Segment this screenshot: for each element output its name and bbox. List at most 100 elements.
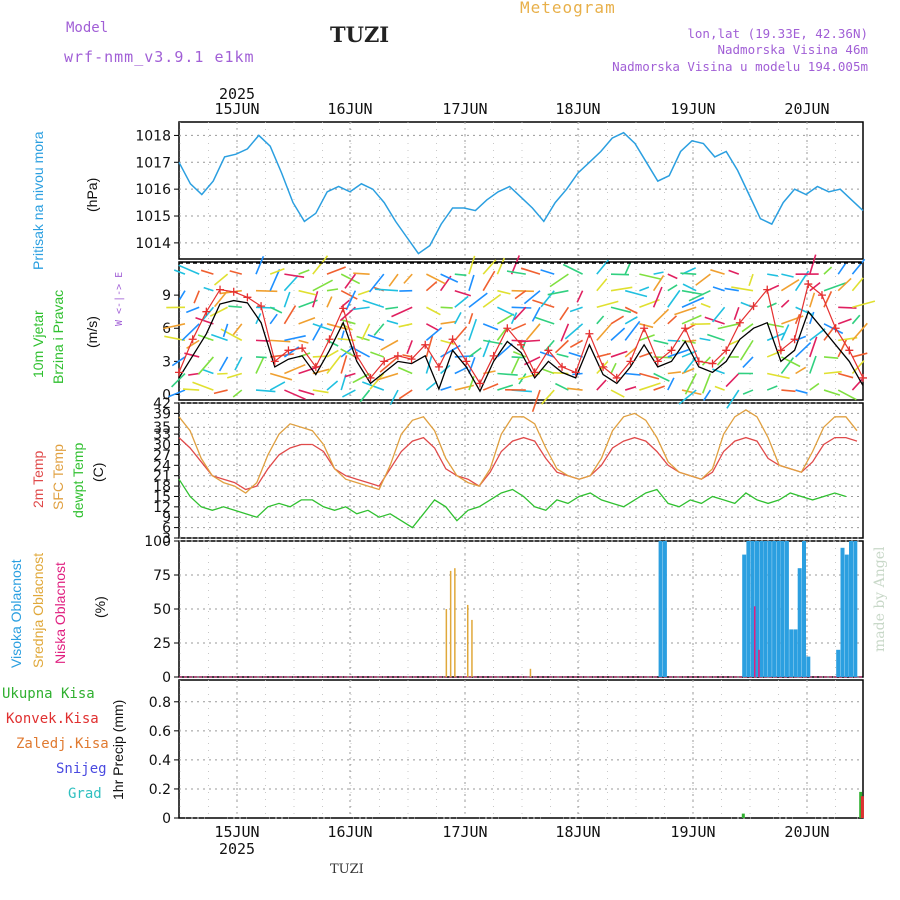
wind-barb xyxy=(312,368,330,375)
gust-marker xyxy=(462,357,471,366)
wind-barb xyxy=(186,306,200,314)
wind-barb xyxy=(397,366,413,375)
high-cloud-bar xyxy=(797,568,802,677)
panel-frame xyxy=(178,679,864,819)
wind-barb xyxy=(182,388,200,391)
high-cloud-bar xyxy=(784,541,789,677)
precip-legend-hail: Grad xyxy=(68,786,102,802)
wind-barb xyxy=(837,277,852,292)
wind-barb xyxy=(440,320,457,325)
wind-barb xyxy=(468,274,475,291)
wind-barb xyxy=(298,317,316,325)
wind-barb xyxy=(269,372,293,381)
x-tick-label-top: 20JUN xyxy=(784,100,829,118)
precip-legend-conv: Konvek.Kisa xyxy=(6,711,99,727)
wind-barb xyxy=(684,373,697,395)
wind-barb xyxy=(564,323,584,340)
wind-barb xyxy=(795,342,812,358)
wind-barb xyxy=(440,385,452,391)
wind-barb xyxy=(344,372,356,378)
wind-barb xyxy=(326,323,348,331)
wind-barb xyxy=(596,278,608,292)
wind-barb xyxy=(213,389,228,395)
wind-barb xyxy=(345,290,357,311)
y-tick-label: 33 xyxy=(153,427,171,443)
wind-barb xyxy=(510,356,521,374)
wind-barb xyxy=(742,389,754,395)
gust-marker xyxy=(599,362,608,371)
gust-marker xyxy=(434,362,443,371)
gust-marker xyxy=(845,346,854,355)
year-label-bottom: 2025 xyxy=(219,840,255,858)
wind-barb xyxy=(425,335,434,358)
wind-barb xyxy=(534,316,555,325)
wind-barb xyxy=(624,346,638,358)
x-tick-label-top: 18JUN xyxy=(555,100,600,118)
wind-barb xyxy=(639,286,650,292)
wind-barb xyxy=(823,282,847,292)
wind-barb xyxy=(518,339,541,343)
wind-barb xyxy=(209,306,228,317)
wind-barb xyxy=(596,323,612,341)
wind-barb xyxy=(823,266,833,275)
panel-frame xyxy=(178,121,864,260)
gust-marker xyxy=(421,340,430,349)
wind-barb xyxy=(837,372,854,379)
wind-barb xyxy=(402,354,413,358)
wind-barb xyxy=(213,273,229,286)
wind-barb xyxy=(232,389,243,398)
wind-barb xyxy=(193,290,200,304)
gust-marker xyxy=(612,373,621,382)
wind-barb xyxy=(837,318,852,325)
wind-barb xyxy=(181,323,200,341)
gust-marker xyxy=(626,357,635,366)
model-elevation-label: Nadmorska Visina u modelu 194.005m xyxy=(612,59,868,74)
wind-barb xyxy=(496,257,506,275)
wind-barb xyxy=(269,268,285,275)
y-tick-label: 75 xyxy=(153,568,171,584)
wind-barb xyxy=(369,372,385,390)
wind-barb xyxy=(701,373,712,394)
wind-barb xyxy=(741,323,754,333)
wind-barb xyxy=(695,273,711,286)
wind-barb xyxy=(703,389,712,401)
wind-barb xyxy=(342,389,356,398)
wind-barb xyxy=(809,355,817,374)
wind-barb xyxy=(379,356,399,373)
dewpoint-line xyxy=(178,478,847,529)
wind-barb xyxy=(514,290,527,300)
wind-barb xyxy=(388,273,399,287)
wind-barb xyxy=(624,320,641,341)
wind-barb xyxy=(701,356,711,366)
precip-legend-freezing: Zaledj.Kisa xyxy=(16,736,109,752)
wind-barb xyxy=(767,273,779,277)
wind-barb xyxy=(545,339,555,351)
y-tick-label: 18 xyxy=(153,479,171,495)
wind-barb xyxy=(482,259,497,275)
wind-barb xyxy=(201,306,215,321)
wind-barb xyxy=(851,314,861,325)
wind-barb xyxy=(726,389,740,409)
wind-barb xyxy=(569,339,583,348)
mid-cloud-bar xyxy=(471,619,473,677)
wind-barb xyxy=(483,339,503,345)
wind-barb xyxy=(837,263,847,275)
wind-barb xyxy=(284,363,306,375)
wind-barb xyxy=(707,333,725,342)
wind-barb xyxy=(326,380,339,391)
wind-barb xyxy=(398,323,413,328)
wind-barb xyxy=(454,312,462,325)
wind-barb xyxy=(326,288,339,292)
wind-barb xyxy=(781,389,796,393)
gust-marker xyxy=(517,340,525,349)
wind-barb xyxy=(506,270,526,275)
wind-barb xyxy=(780,357,795,374)
wind-barb xyxy=(178,264,200,275)
wind-barb xyxy=(712,286,725,292)
wind-barb xyxy=(468,357,476,374)
gust-marker xyxy=(722,346,731,355)
wind-barb xyxy=(496,313,515,325)
wind-barb xyxy=(625,372,641,376)
gust-marker xyxy=(229,287,238,296)
wind-barb xyxy=(711,306,726,323)
